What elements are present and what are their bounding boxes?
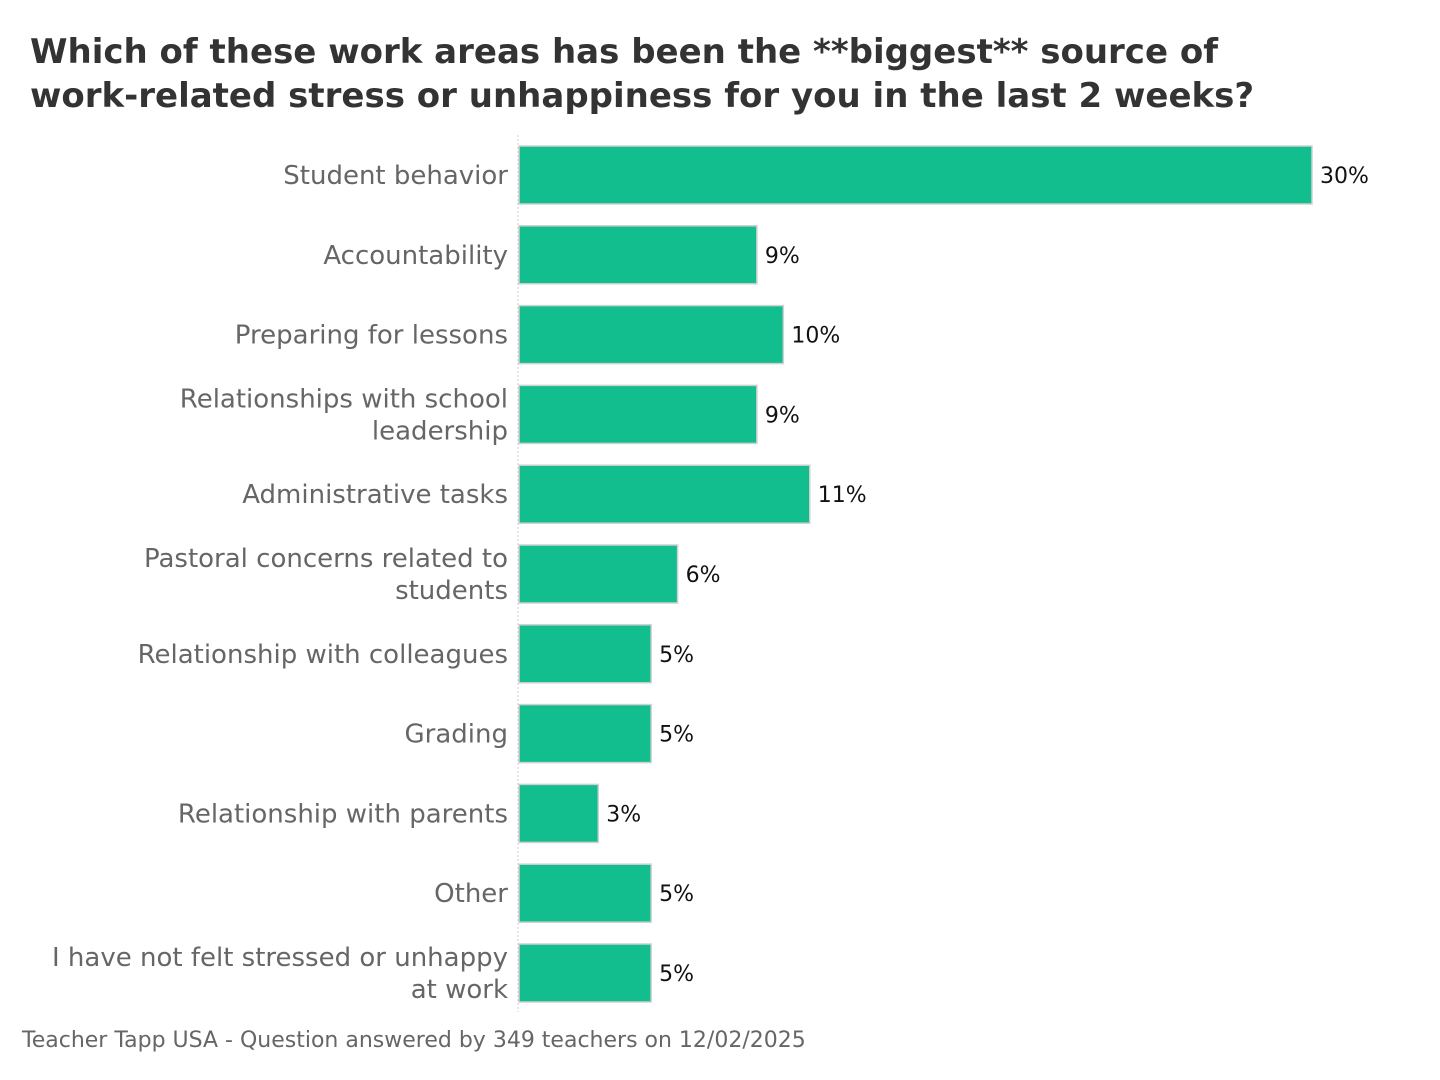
- bar-5: [518, 544, 679, 604]
- value-label-0: 30%: [1320, 164, 1369, 189]
- value-label-9: 5%: [659, 882, 694, 907]
- bar-10: [518, 943, 652, 1003]
- category-label-5-line-1: students: [395, 576, 508, 606]
- category-label-6: Relationship with colleagues: [138, 640, 508, 670]
- category-label-2-line-0: Preparing for lessons: [235, 321, 508, 351]
- category-label-0-line-0: Student behavior: [283, 161, 508, 191]
- value-label-3: 9%: [765, 403, 800, 428]
- value-label-7: 5%: [659, 723, 694, 748]
- category-label-10-line-0: I have not felt stressed or unhappy: [52, 943, 508, 973]
- bars-group: [518, 145, 1313, 1003]
- category-label-0: Student behavior: [283, 161, 508, 191]
- value-label-1: 9%: [765, 244, 800, 269]
- bar-9: [518, 863, 652, 923]
- value-labels-group: 30% 9% 10% 9% 11% 6% 5% 5% 3% 5% 5%: [606, 164, 1369, 987]
- chart-title: Which of these work areas has been the *…: [30, 32, 1255, 116]
- category-label-5: Pastoral concerns related to students: [144, 544, 508, 606]
- category-label-2: Preparing for lessons: [235, 321, 508, 351]
- bar-3: [518, 384, 758, 445]
- category-label-1-line-0: Accountability: [323, 241, 508, 271]
- value-label-6: 5%: [659, 643, 694, 668]
- value-label-4: 11%: [818, 483, 867, 508]
- category-label-10-line-1: at work: [411, 975, 508, 1005]
- category-label-1: Accountability: [323, 241, 508, 271]
- bar-8: [518, 783, 600, 844]
- category-label-4-line-0: Administrative tasks: [242, 480, 508, 510]
- bar-1: [518, 225, 758, 285]
- value-label-2: 10%: [791, 324, 840, 349]
- category-label-9: Other: [434, 879, 508, 909]
- value-label-10: 5%: [659, 962, 694, 987]
- bar-7: [518, 703, 652, 764]
- category-label-3: Relationships with school leadership: [180, 384, 508, 446]
- category-labels-group: Student behavior Accountability Preparing …: [52, 161, 508, 1005]
- category-label-9-line-0: Other: [434, 879, 508, 909]
- bar-4: [518, 464, 811, 524]
- category-label-8: Relationship with parents: [178, 799, 508, 829]
- category-label-3-line-1: leadership: [372, 416, 508, 446]
- category-label-3-line-0: Relationships with school: [180, 384, 508, 414]
- category-label-7: Grading: [405, 720, 508, 750]
- category-label-4: Administrative tasks: [242, 480, 508, 510]
- value-label-8: 3%: [606, 802, 641, 827]
- category-label-10: I have not felt stressed or unhappy at wo…: [52, 943, 508, 1005]
- category-label-8-line-0: Relationship with parents: [178, 799, 508, 829]
- value-label-5: 6%: [686, 563, 721, 588]
- bar-2: [518, 304, 785, 365]
- category-label-6-line-0: Relationship with colleagues: [138, 640, 508, 670]
- bar-6: [518, 624, 652, 684]
- chart-footer: Teacher Tapp USA - Question answered by …: [22, 1028, 806, 1053]
- bar-0: [518, 145, 1313, 205]
- category-label-5-line-0: Pastoral concerns related to: [144, 544, 508, 574]
- category-label-7-line-0: Grading: [405, 720, 508, 750]
